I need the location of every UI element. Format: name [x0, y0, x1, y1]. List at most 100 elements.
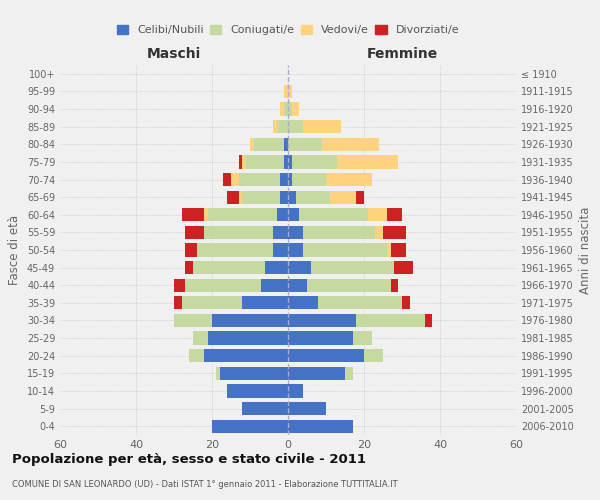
Bar [303, 226, 376, 239]
Bar [288, 278, 307, 292]
Bar [299, 208, 368, 222]
Bar [288, 366, 345, 380]
Bar [288, 138, 322, 151]
Bar [288, 314, 356, 327]
Bar [174, 278, 185, 292]
Bar [425, 314, 433, 327]
Text: Popolazione per età, sesso e stato civile - 2011: Popolazione per età, sesso e stato civil… [12, 452, 366, 466]
Bar [288, 296, 319, 310]
Bar [265, 261, 288, 274]
Bar [356, 314, 425, 327]
Bar [284, 85, 288, 98]
Bar [364, 349, 383, 362]
Bar [284, 102, 288, 116]
Bar [242, 402, 288, 415]
Bar [212, 420, 288, 433]
Bar [288, 261, 311, 274]
Bar [242, 296, 288, 310]
Bar [205, 208, 208, 222]
Bar [288, 349, 364, 362]
Bar [185, 244, 197, 256]
Bar [254, 138, 284, 151]
Bar [208, 332, 288, 344]
Bar [280, 190, 288, 204]
Bar [288, 85, 292, 98]
Bar [402, 296, 410, 310]
Bar [239, 156, 242, 168]
Bar [288, 402, 326, 415]
Bar [250, 138, 254, 151]
Y-axis label: Fasce di età: Fasce di età [8, 215, 21, 285]
Bar [223, 173, 231, 186]
Bar [292, 173, 326, 186]
Bar [356, 190, 364, 204]
Bar [273, 226, 288, 239]
Bar [307, 278, 391, 292]
Bar [189, 349, 205, 362]
Bar [280, 102, 284, 116]
Bar [239, 190, 242, 204]
Bar [303, 244, 387, 256]
Bar [231, 173, 239, 186]
Bar [330, 190, 356, 204]
Bar [242, 156, 246, 168]
Y-axis label: Anni di nascita: Anni di nascita [579, 206, 592, 294]
Bar [288, 244, 303, 256]
Bar [220, 366, 288, 380]
Bar [273, 120, 277, 134]
Bar [277, 208, 288, 222]
Bar [322, 138, 379, 151]
Bar [288, 420, 353, 433]
Bar [193, 261, 265, 274]
Bar [174, 314, 212, 327]
Bar [288, 120, 303, 134]
Bar [391, 278, 398, 292]
Bar [368, 208, 387, 222]
Bar [239, 173, 280, 186]
Bar [280, 173, 288, 186]
Bar [284, 138, 288, 151]
Bar [292, 102, 299, 116]
Bar [208, 208, 277, 222]
Bar [288, 332, 353, 344]
Bar [242, 190, 280, 204]
Bar [212, 314, 288, 327]
Bar [292, 156, 337, 168]
Bar [273, 244, 288, 256]
Bar [296, 190, 330, 204]
Bar [387, 208, 402, 222]
Bar [288, 226, 303, 239]
Bar [288, 173, 292, 186]
Bar [205, 349, 288, 362]
Bar [205, 226, 273, 239]
Bar [277, 120, 288, 134]
Legend: Celibi/Nubili, Coniugati/e, Vedovi/e, Divorziati/e: Celibi/Nubili, Coniugati/e, Vedovi/e, Di… [115, 22, 461, 38]
Bar [185, 261, 193, 274]
Bar [337, 156, 398, 168]
Bar [185, 278, 262, 292]
Bar [311, 261, 394, 274]
Bar [216, 366, 220, 380]
Bar [227, 384, 288, 398]
Bar [246, 156, 284, 168]
Bar [288, 156, 292, 168]
Bar [288, 102, 292, 116]
Bar [262, 278, 288, 292]
Bar [288, 208, 299, 222]
Bar [303, 120, 341, 134]
Bar [387, 244, 391, 256]
Text: Femmine: Femmine [367, 48, 437, 62]
Bar [193, 332, 208, 344]
Bar [284, 156, 288, 168]
Bar [174, 296, 182, 310]
Text: Maschi: Maschi [147, 48, 201, 62]
Bar [182, 208, 205, 222]
Bar [376, 226, 383, 239]
Bar [182, 296, 242, 310]
Bar [391, 244, 406, 256]
Bar [394, 261, 413, 274]
Bar [383, 226, 406, 239]
Bar [197, 244, 273, 256]
Bar [345, 366, 353, 380]
Bar [319, 296, 402, 310]
